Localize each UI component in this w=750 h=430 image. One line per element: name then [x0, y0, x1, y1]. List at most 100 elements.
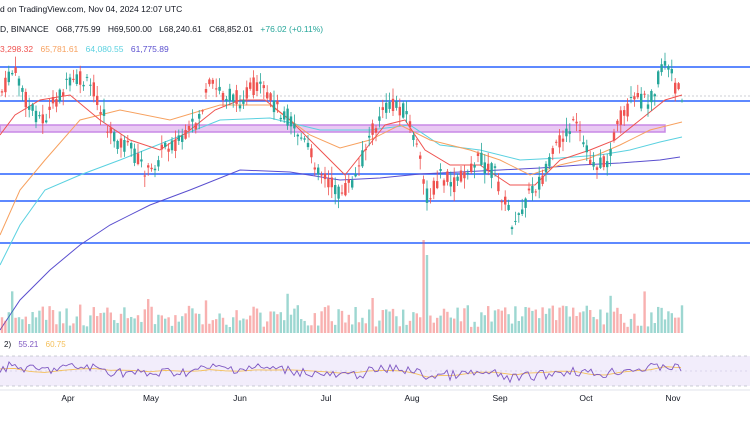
volume-bar: [75, 316, 78, 333]
candle-body: [354, 174, 357, 177]
high-value: H69,500.00: [107, 24, 152, 34]
volume-bar: [211, 320, 214, 333]
low-value: L68,240.61: [159, 24, 202, 34]
volume-bar: [480, 312, 483, 333]
volume-bar: [361, 317, 364, 333]
month-label: Oct: [579, 393, 593, 403]
candle-body: [140, 159, 143, 162]
volume-bar: [45, 319, 48, 333]
volume-bar: [674, 317, 677, 333]
candle-body: [415, 143, 418, 145]
volume-bar: [89, 315, 92, 333]
month-label: Apr: [61, 393, 75, 403]
volume-bar: [300, 319, 303, 333]
volume-bar: [136, 315, 140, 333]
candle-body: [283, 111, 286, 120]
volume-bar: [293, 308, 296, 333]
volume-bar: [7, 312, 10, 333]
volume-bar: [504, 307, 507, 333]
volume-bar: [646, 326, 650, 333]
volume-bar: [629, 318, 633, 333]
candle-body: [174, 139, 177, 151]
candle-body: [633, 96, 636, 100]
volume-bar: [561, 305, 565, 333]
candle-body: [578, 130, 582, 132]
volume-bar: [160, 315, 163, 333]
candle-body: [293, 123, 296, 129]
candle-body: [31, 104, 34, 111]
candle-body: [419, 155, 422, 159]
volume-bar: [17, 317, 21, 333]
candle-body: [157, 160, 160, 167]
volume-bar: [92, 307, 95, 333]
volume-bar: [541, 307, 544, 333]
volume-bar: [72, 323, 75, 333]
volume-bar: [58, 311, 61, 333]
volume-bar: [483, 315, 486, 333]
candle-body: [211, 79, 214, 84]
candle-body: [62, 92, 65, 96]
candle-body: [79, 71, 82, 85]
candle-body: [48, 106, 51, 110]
volume-bar: [371, 297, 374, 333]
candle-body: [58, 89, 61, 102]
candle-body: [150, 167, 153, 170]
candle-body: [204, 89, 208, 93]
candle-body: [589, 159, 592, 164]
candle-body: [507, 204, 510, 210]
volume-bar: [123, 307, 126, 333]
volume-bar: [565, 306, 568, 333]
candle-body: [568, 131, 571, 134]
volume-bar: [334, 324, 337, 333]
volume-bar: [310, 325, 313, 333]
volume-bar: [143, 309, 146, 333]
month-label: Nov: [665, 393, 681, 403]
volume-bar: [524, 306, 527, 333]
volume-bar: [633, 313, 636, 333]
change-value: +76.02 (+0.11%): [260, 24, 324, 34]
candle-body: [541, 175, 544, 184]
volume-bar: [599, 309, 602, 333]
candle-body: [524, 198, 527, 208]
candle-body: [412, 135, 415, 141]
ma100-value: 64,080.55: [85, 44, 124, 54]
volume-bar: [609, 295, 612, 333]
volume-bar: [119, 313, 123, 333]
volume-bar: [456, 307, 459, 333]
candle-body: [194, 123, 197, 130]
volume-bar: [606, 312, 609, 333]
candle-body: [592, 162, 595, 167]
candle-body: [228, 88, 231, 102]
candle-body: [276, 100, 279, 105]
candle-body: [609, 148, 612, 156]
volume-bar: [585, 305, 588, 333]
candle-body: [266, 92, 269, 99]
candle-body: [68, 77, 72, 86]
candle-body: [181, 135, 184, 142]
candle-body: [371, 123, 374, 135]
candle-body: [459, 170, 463, 182]
volume-bar: [619, 313, 622, 333]
candle-body: [660, 64, 663, 73]
volume-bar: [497, 309, 500, 333]
candle-body: [572, 119, 575, 121]
volume-bar: [446, 311, 449, 333]
candle-body: [456, 176, 459, 181]
volume-bar: [153, 324, 157, 333]
ma50-line: [0, 104, 683, 236]
volume-bar: [466, 305, 469, 333]
rsi-label: 2): [4, 340, 12, 349]
volume-bar: [368, 309, 371, 333]
candle-body: [442, 180, 446, 186]
volume-bar: [296, 305, 299, 333]
candle-body: [623, 110, 626, 116]
candle-body: [75, 74, 78, 85]
volume-bar: [395, 316, 398, 333]
candle-body: [500, 201, 503, 203]
candle-body: [429, 198, 432, 200]
volume-bar: [320, 311, 323, 333]
volume-bar: [174, 315, 177, 333]
time-axis: Apr May Jun Jul Aug Sep Oct Nov: [0, 393, 750, 407]
candle-body: [4, 77, 7, 93]
